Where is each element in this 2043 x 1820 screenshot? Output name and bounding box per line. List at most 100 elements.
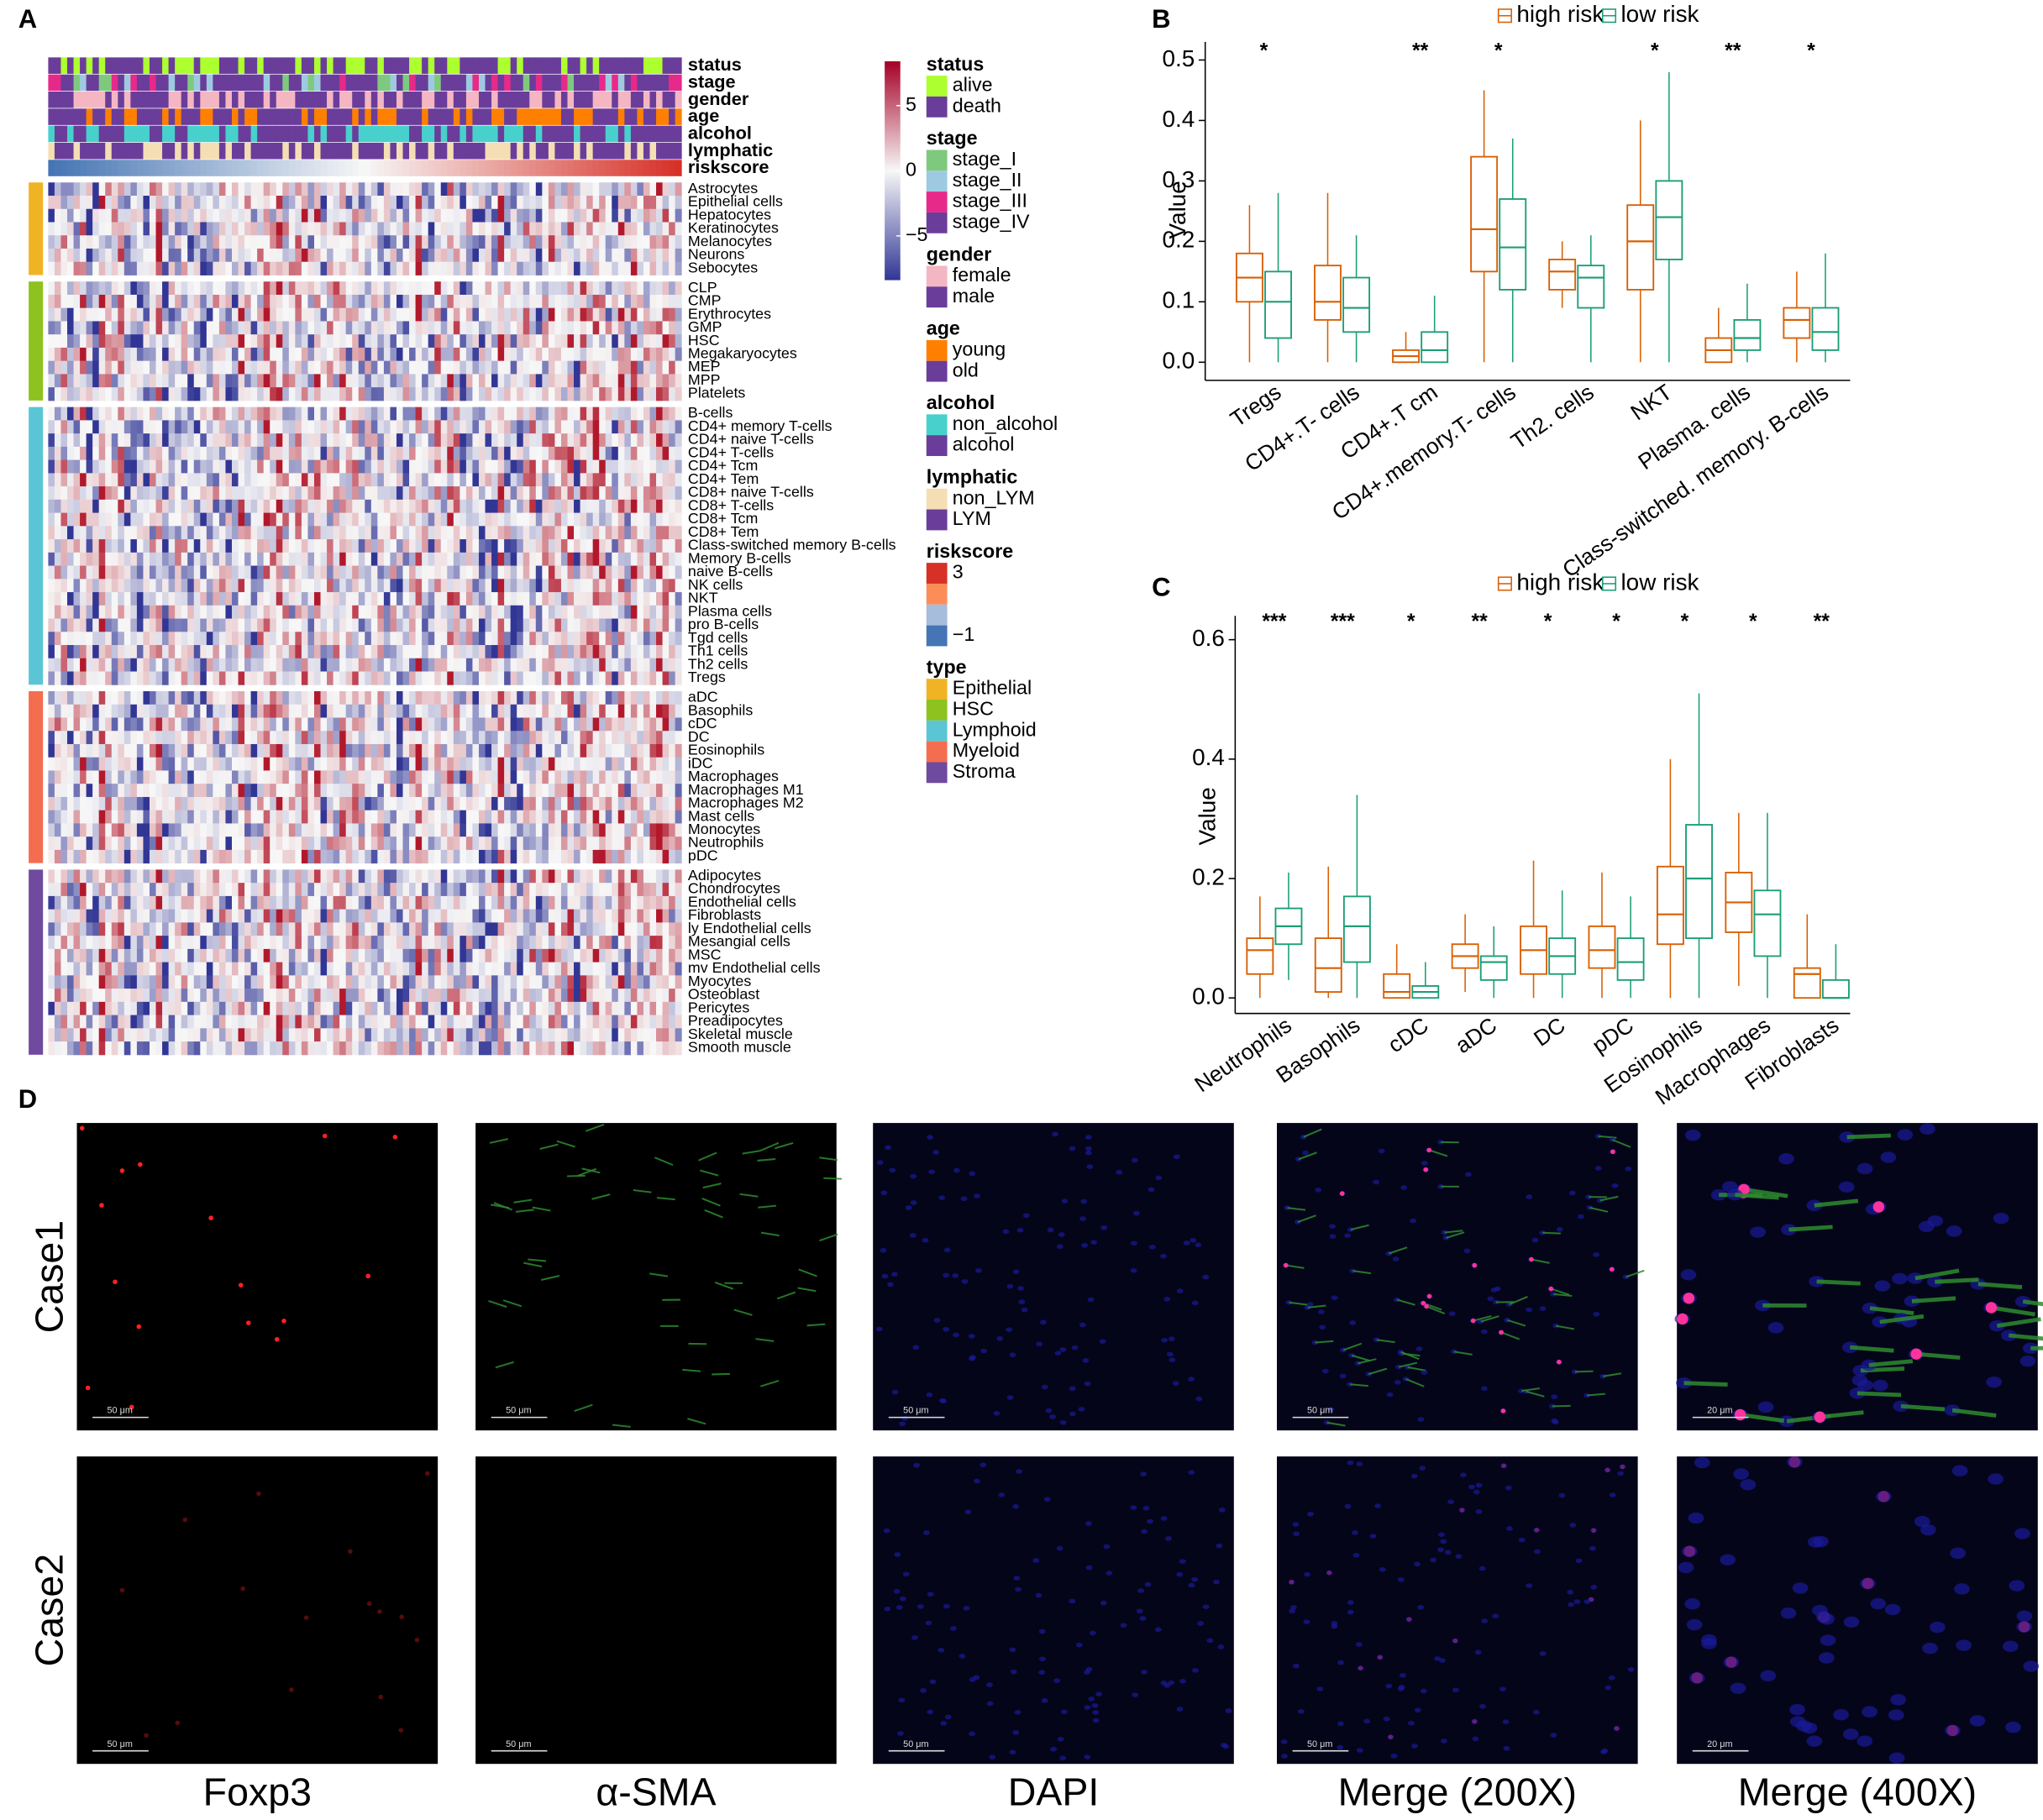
annotation-cell <box>649 108 657 125</box>
heatmap-cell <box>617 347 625 362</box>
heatmap-cell <box>402 592 410 606</box>
heatmap-cell <box>118 222 125 236</box>
heatmap-cell <box>592 248 600 263</box>
heatmap-cell <box>485 222 492 236</box>
heatmap-cell <box>447 360 454 375</box>
heatmap-cell <box>136 592 144 606</box>
heatmap-cell <box>669 406 676 421</box>
heatmap-cell <box>624 235 632 249</box>
annotation-cell <box>517 160 524 176</box>
heatmap-cell <box>98 281 106 296</box>
annotation-cell <box>617 91 625 108</box>
heatmap-cell <box>155 248 163 263</box>
heatmap-cell <box>630 499 638 514</box>
heatmap-cell <box>415 459 423 474</box>
heatmap-cell <box>377 420 385 434</box>
heatmap-cell <box>662 592 670 606</box>
annotation-cell <box>257 91 265 108</box>
heatmap-cell <box>54 208 61 223</box>
heatmap-cell <box>485 671 492 685</box>
heatmap-cell <box>560 579 568 593</box>
annotation-cell <box>352 108 360 125</box>
heatmap-cell <box>295 592 302 606</box>
heatmap-cell <box>333 552 340 567</box>
heatmap-cell <box>580 446 587 461</box>
heatmap-cell <box>238 334 245 349</box>
annotation-cell <box>358 57 365 74</box>
heatmap-cell <box>187 374 195 388</box>
heatmap-cell <box>478 579 486 593</box>
heatmap-cell <box>377 261 385 275</box>
heatmap-cell <box>257 208 265 223</box>
heatmap-cell <box>624 334 632 349</box>
heatmap-cell <box>586 374 594 388</box>
heatmap-cell <box>453 446 460 461</box>
heatmap-cell <box>73 579 81 593</box>
heatmap-cell <box>447 618 454 632</box>
heatmap-cell <box>523 182 530 197</box>
annotation-cell <box>548 160 555 176</box>
annotation-cell <box>409 91 417 108</box>
heatmap-cell <box>206 222 213 236</box>
heatmap-cell <box>554 321 562 335</box>
heatmap-cell <box>313 512 321 527</box>
heatmap-cell <box>504 374 512 388</box>
heatmap-cell <box>447 347 454 362</box>
heatmap-cell <box>358 499 365 514</box>
heatmap-cell <box>358 294 365 309</box>
heatmap-cell <box>560 446 568 461</box>
heatmap-cell <box>168 334 176 349</box>
heatmap-cell <box>370 658 378 672</box>
heatmap-cell <box>162 526 170 540</box>
annotation-cell <box>105 142 113 160</box>
heatmap-cell <box>168 208 176 223</box>
heatmap-cell <box>637 486 644 501</box>
heatmap-cell <box>409 420 417 434</box>
heatmap-cell <box>244 321 252 335</box>
heatmap-cell <box>92 618 100 632</box>
heatmap-cell <box>523 605 530 620</box>
annotation-cell <box>175 57 182 74</box>
heatmap-cell <box>460 420 467 434</box>
heatmap-cell <box>276 473 283 487</box>
annotation-cell <box>257 160 265 176</box>
heatmap-cell <box>472 565 480 580</box>
heatmap-cell <box>327 645 334 659</box>
heatmap-cell <box>168 645 176 659</box>
heatmap-cell <box>643 731 650 745</box>
heatmap-cell <box>193 235 201 249</box>
heatmap-cell <box>307 420 315 434</box>
heatmap-cell <box>200 618 207 632</box>
heatmap-cell <box>288 592 296 606</box>
annotation-cell <box>80 142 87 160</box>
annotation-cell <box>270 108 277 125</box>
heatmap-cell <box>624 704 632 718</box>
heatmap-cell <box>548 406 555 421</box>
heatmap-cell <box>86 222 93 236</box>
heatmap-cell <box>105 446 113 461</box>
heatmap-cell <box>447 691 454 705</box>
annotation-cell <box>333 125 340 143</box>
heatmap-cell <box>478 387 486 401</box>
heatmap-cell <box>86 294 93 309</box>
heatmap-cell <box>478 208 486 223</box>
heatmap-cell <box>567 691 575 705</box>
heatmap-cell <box>339 486 347 501</box>
annotation-cell <box>301 125 308 143</box>
heatmap-cell <box>136 235 144 249</box>
heatmap-cell <box>175 539 182 553</box>
heatmap-cell <box>612 248 619 263</box>
heatmap-cell <box>136 281 144 296</box>
annotation-cell <box>560 91 568 108</box>
heatmap-cell <box>453 731 460 745</box>
heatmap-cell <box>54 433 61 448</box>
annotation-cell <box>168 57 176 74</box>
annotation-cell <box>409 142 417 160</box>
heatmap-cell <box>295 182 302 197</box>
heatmap-cell <box>523 321 530 335</box>
heatmap-cell <box>313 360 321 375</box>
heatmap-cell <box>560 671 568 685</box>
heatmap-cell <box>510 632 517 646</box>
annotation-cell <box>612 108 619 125</box>
heatmap-cell <box>301 565 308 580</box>
